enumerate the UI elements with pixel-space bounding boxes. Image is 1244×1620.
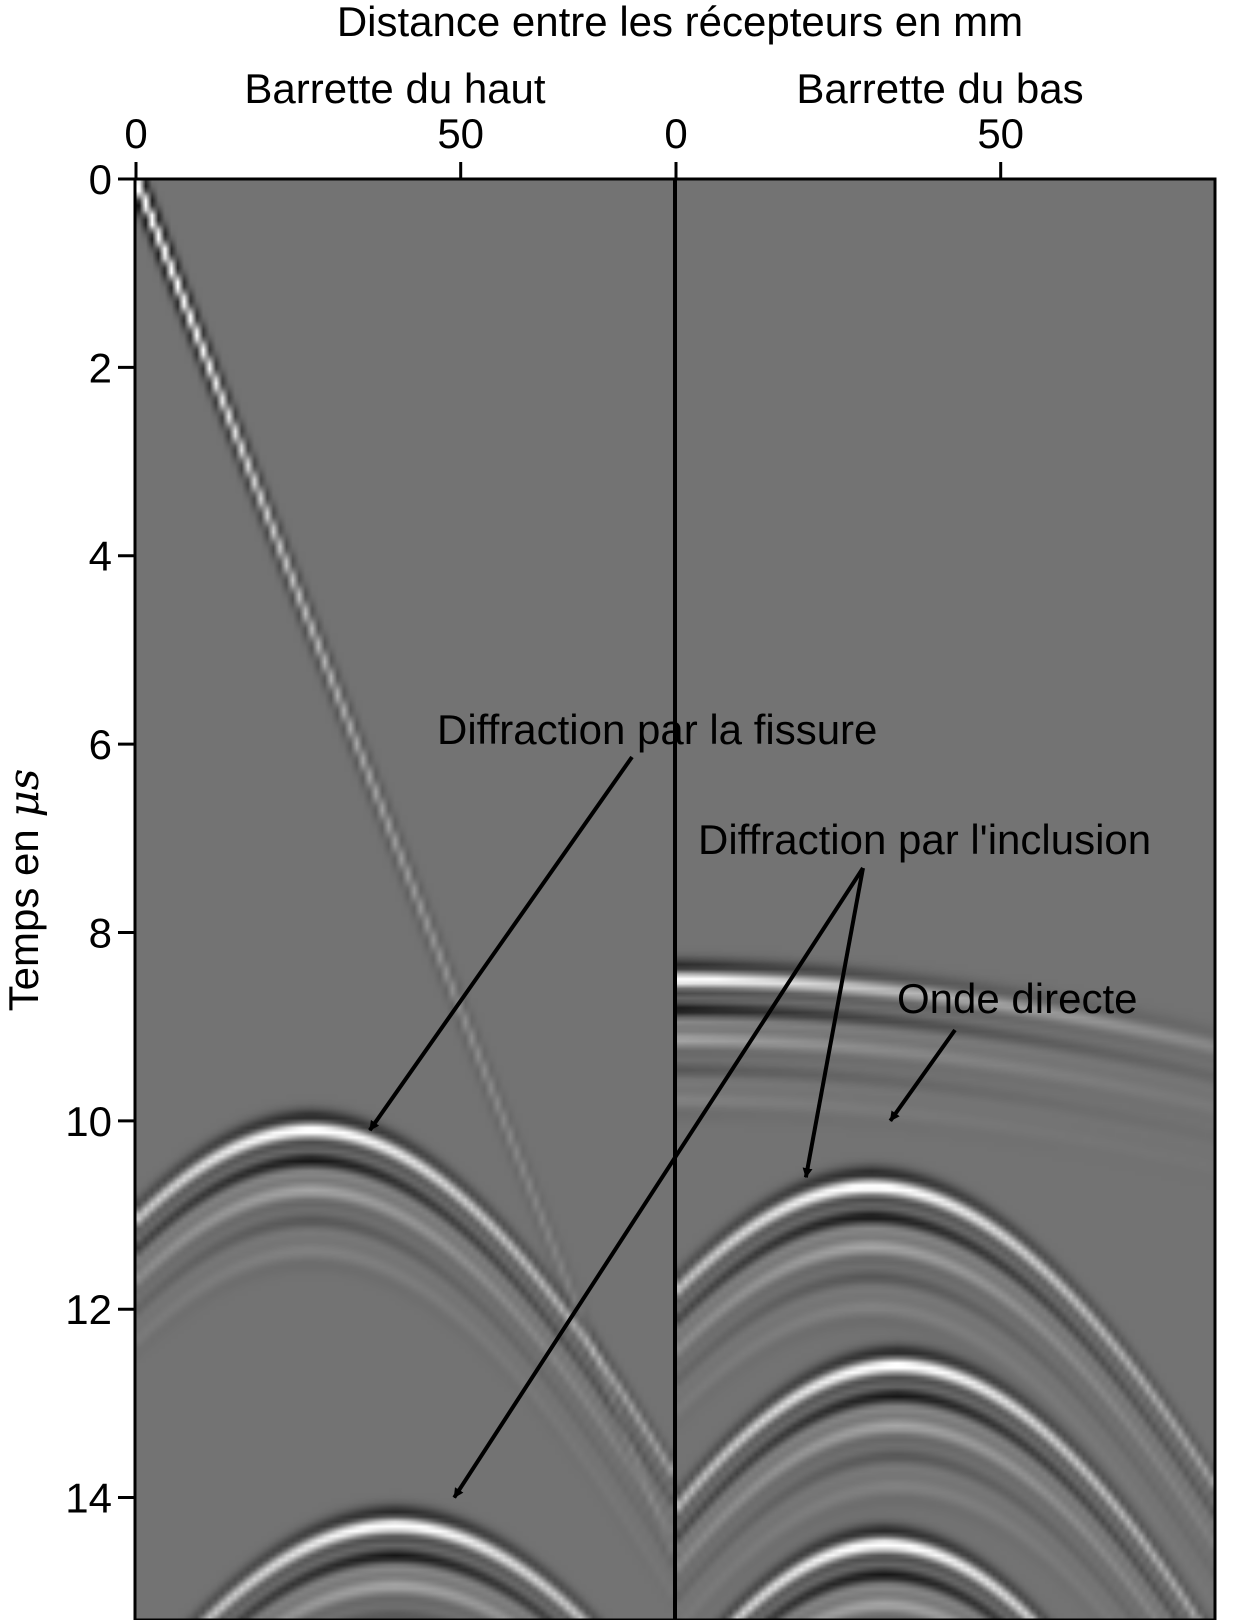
annotation-2: Onde directe [897,975,1137,1022]
chart-title: Distance entre les récepteurs en mm [337,0,1023,45]
y-tick-label-1: 2 [89,344,112,391]
y-tick-label-5: 10 [65,1098,112,1145]
y-tick-label-7: 14 [65,1475,112,1522]
annotation-arrow-0-0 [368,755,634,1132]
panel-title-bottom: Barrette du bas [796,65,1083,112]
y-tick-label-2: 4 [89,533,112,580]
annotations: Diffraction par la fissure Diffraction pa… [368,706,1151,1499]
axis-ticks: 0 2 4 6 8 10 12 14 0 50 0 50 [65,110,1024,1522]
y-tick-label-0: 0 [89,156,112,203]
panel-image-bottom [676,179,1215,1620]
x-tick-label-0-0: 0 [124,110,147,157]
annotation-arrow-2-0 [888,1028,957,1122]
y-tick-label-3: 6 [89,721,112,768]
annotation-1: Diffraction par l'inclusion [698,816,1151,863]
x-tick-label-1-1: 50 [977,110,1024,157]
panel-title-top: Barrette du haut [244,65,546,112]
y-axis-label: Temps en μs [0,769,48,1012]
annotation-arrow-1-1 [452,866,865,1499]
x-tick-label-0-1: 50 [437,110,484,157]
y-tick-label-4: 8 [89,909,112,956]
y-tick-label-6: 12 [65,1286,112,1333]
annotation-arrow-1-0 [802,867,865,1179]
panel-image-top [136,179,673,1620]
x-tick-label-1-0: 0 [664,110,687,157]
annotation-0: Diffraction par la fissure [437,706,877,753]
